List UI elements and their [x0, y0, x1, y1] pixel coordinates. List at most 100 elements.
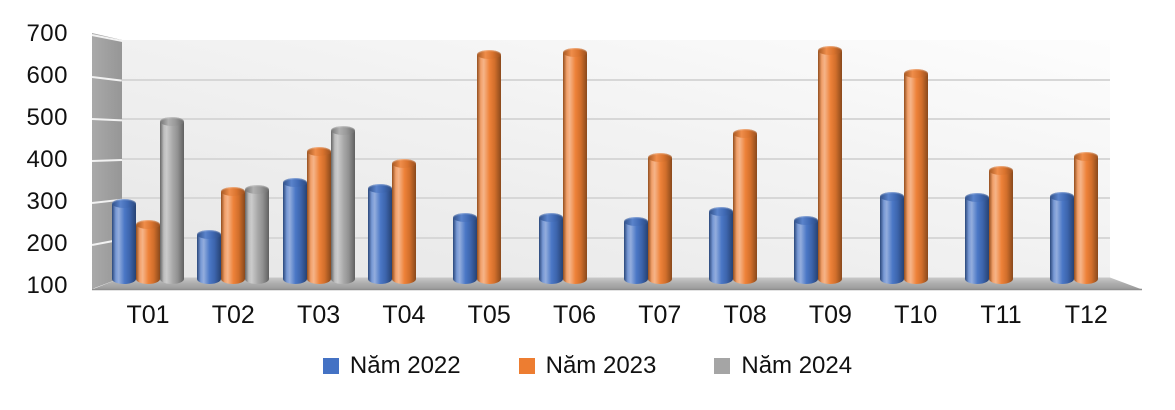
legend: Năm 2022 Năm 2023 Năm 2024 — [0, 349, 1175, 383]
bar-cap — [903, 68, 928, 78]
legend-item: Năm 2022 — [322, 352, 461, 380]
bar-cylinder-t05-s0 — [453, 213, 478, 285]
bar-cylinder-t11-s0 — [965, 193, 989, 285]
bar-cap — [879, 192, 904, 202]
bar-cylinder-t08-s1 — [733, 128, 758, 285]
bar-cylinder-t01-s0 — [112, 198, 136, 285]
y-tick-label: 300 — [26, 187, 68, 215]
bar-cylinder-t03-s2 — [330, 126, 355, 285]
bar-cap — [306, 147, 331, 157]
bar-cylinder-t07-s1 — [647, 153, 672, 285]
bar-body — [1050, 195, 1075, 285]
bar-cap — [112, 198, 136, 208]
bar-body — [477, 53, 502, 285]
bar-cylinder-t02-s0 — [197, 230, 222, 285]
x-tick-label: T01 — [126, 301, 170, 329]
bar-body — [160, 121, 184, 285]
legend-item: Năm 2024 — [714, 352, 852, 380]
bar-cylinder-t01-s1 — [136, 219, 160, 285]
bar-body — [647, 157, 672, 285]
bar-body — [733, 132, 758, 285]
bar-cap — [391, 158, 416, 168]
bar-cap — [989, 166, 1013, 176]
bar-cylinder-t12-s1 — [1074, 152, 1099, 285]
bar-body — [367, 188, 392, 285]
legend-label: Năm 2024 — [741, 352, 853, 379]
x-tick-label: T05 — [467, 301, 511, 329]
bar-cap — [330, 126, 355, 136]
bar-body — [818, 49, 843, 285]
x-tick-label: T06 — [552, 301, 597, 329]
x-tick-label: T03 — [297, 301, 341, 329]
bar-body — [282, 181, 307, 285]
y-tick-label: 700 — [26, 20, 68, 47]
gridline — [122, 157, 1110, 160]
bar-cap — [1074, 152, 1099, 162]
bar-body — [306, 151, 331, 285]
x-tick-label: T09 — [808, 301, 852, 329]
legend-swatch-icon — [714, 358, 731, 374]
gridline — [122, 236, 1110, 239]
bar-body — [794, 219, 819, 285]
bar-cylinder-t02-s1 — [221, 187, 246, 285]
x-tick-label: T04 — [382, 301, 426, 329]
bar-cap — [477, 49, 502, 59]
bar-body — [391, 162, 416, 285]
bar-cylinder-t06-s0 — [538, 212, 563, 285]
bar-body — [245, 189, 270, 285]
bar-body — [136, 223, 160, 285]
bar-body — [112, 202, 136, 285]
bar-body — [221, 191, 246, 285]
bar-body — [989, 170, 1013, 285]
bar-cap — [282, 177, 307, 187]
y-tick-label: 400 — [26, 145, 68, 173]
y-tick-label: 500 — [26, 103, 68, 131]
bar-body — [197, 234, 222, 285]
x-tick-label: T10 — [894, 301, 938, 329]
bar-body — [965, 197, 989, 285]
legend-swatch-icon — [322, 358, 339, 374]
gridline — [122, 197, 1110, 200]
bar-cap — [562, 47, 587, 57]
bar-cylinder-t04-s1 — [391, 158, 416, 285]
bar-cap — [538, 212, 563, 222]
bar-cap — [733, 128, 758, 138]
bar-cap — [818, 45, 843, 55]
bar-body — [453, 217, 478, 285]
bar-cylinder-t06-s1 — [562, 47, 587, 285]
bar-cap — [160, 117, 184, 127]
floor — [92, 277, 1142, 290]
gridline — [122, 78, 1110, 81]
bar-cap — [623, 216, 648, 226]
bar-cap — [453, 213, 478, 223]
bar-cylinder-t11-s1 — [989, 166, 1013, 285]
y-tick-label: 600 — [26, 61, 68, 89]
bar-body — [879, 196, 904, 285]
bar-cylinder-t08-s0 — [709, 206, 734, 285]
bar-cylinder-t09-s0 — [794, 215, 819, 285]
bar-cylinder-t03-s1 — [306, 147, 331, 285]
x-tick-label: T07 — [638, 301, 682, 329]
gridline — [122, 118, 1110, 121]
x-tick-label: T02 — [211, 301, 255, 329]
bar-cylinder-t03-s0 — [282, 177, 307, 285]
bar-body — [1074, 156, 1099, 285]
bar-cap — [709, 206, 734, 216]
bar-cylinder-t01-s2 — [160, 117, 184, 285]
bar-cap — [245, 185, 270, 195]
bar-cylinder-t10-s0 — [879, 192, 904, 285]
bar-body — [709, 210, 734, 285]
legend-item: Năm 2023 — [518, 352, 657, 380]
bar-cap — [647, 153, 672, 163]
legend-label: Năm 2022 — [349, 352, 461, 379]
bar-body — [623, 220, 648, 285]
legend-label: Năm 2023 — [545, 352, 657, 379]
bar-body — [562, 51, 587, 285]
bar-cylinder-t04-s0 — [367, 184, 392, 285]
bar-cap — [197, 230, 222, 240]
bar-cap — [136, 219, 160, 229]
bar-cap — [367, 184, 392, 194]
y-tick-label: 200 — [26, 229, 68, 257]
bar-cylinder-t09-s1 — [818, 45, 843, 285]
